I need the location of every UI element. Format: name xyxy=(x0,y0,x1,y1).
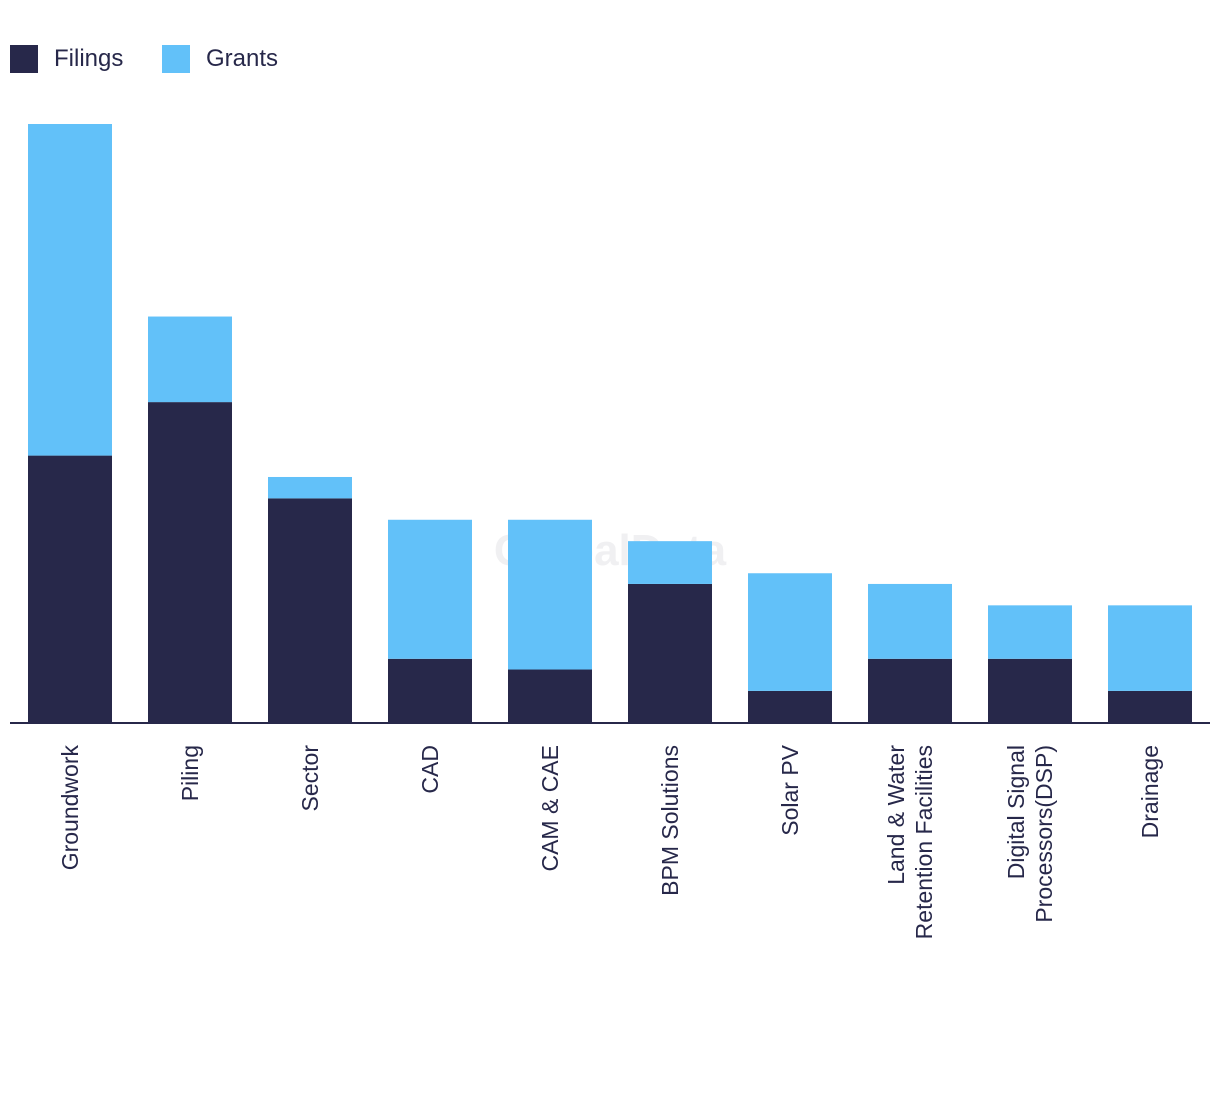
bar-grants-groundwork xyxy=(28,124,112,456)
legend-label-grants: Grants xyxy=(206,45,278,72)
x-tick-label-piling: Piling xyxy=(177,745,203,801)
bar-filings-solar-pv xyxy=(748,690,832,723)
legend-swatch-filings xyxy=(10,45,38,73)
bar-filings-drainage xyxy=(1108,690,1192,723)
bar-grants-solar-pv xyxy=(748,573,832,691)
x-tick-label-land-water-retention-facilities: Land & WaterRetention Facilities xyxy=(883,745,937,940)
legend-swatch-grants xyxy=(162,45,190,73)
bar-filings-piling xyxy=(148,402,232,723)
bar-grants-cad xyxy=(388,519,472,659)
bar-filings-digital-signal-processors-dsp xyxy=(988,658,1072,723)
legend: Filings Grants xyxy=(10,45,278,73)
bar-filings-sector xyxy=(268,498,352,723)
x-tick-label-digital-signal-processors-dsp: Digital SignalProcessors(DSP) xyxy=(1003,745,1057,923)
bar-filings-cad xyxy=(388,658,472,723)
x-tick-label-cad: CAD xyxy=(417,745,443,794)
x-tick-label-groundwork: Groundwork xyxy=(57,745,83,871)
bar-filings-groundwork xyxy=(28,455,112,723)
x-tick-label-bpm-solutions: BPM Solutions xyxy=(657,745,683,896)
bar-filings-land-water-retention-facilities xyxy=(868,658,952,723)
bar-filings-cam-cae xyxy=(508,669,592,723)
bar-grants-bpm-solutions xyxy=(628,541,712,584)
x-tick-label-sector: Sector xyxy=(297,745,323,812)
x-tick-label-solar-pv: Solar PV xyxy=(777,744,803,835)
bar-grants-land-water-retention-facilities xyxy=(868,583,952,659)
bar-grants-cam-cae xyxy=(508,519,592,670)
bars xyxy=(28,124,1192,723)
bar-filings-bpm-solutions xyxy=(628,583,712,723)
bar-grants-drainage xyxy=(1108,605,1192,691)
bar-grants-digital-signal-processors-dsp xyxy=(988,605,1072,659)
x-tick-label-drainage: Drainage xyxy=(1137,745,1163,838)
x-tick-label-cam-cae: CAM & CAE xyxy=(537,745,563,872)
legend-label-filings: Filings xyxy=(54,45,123,72)
bar-grants-sector xyxy=(268,476,352,499)
bar-grants-piling xyxy=(148,316,232,403)
x-tick-labels: Groundwork Piling Sector CAD CAM & CAE BPM So… xyxy=(57,744,1163,939)
